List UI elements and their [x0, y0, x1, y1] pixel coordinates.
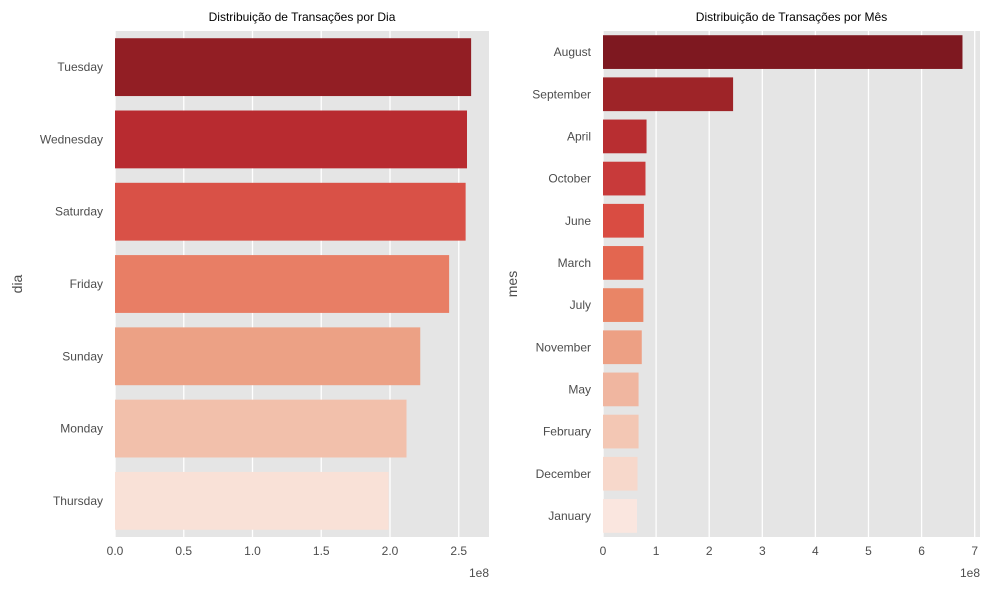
- bar-march: [603, 246, 644, 280]
- x-tick-label: 3: [759, 544, 766, 558]
- x-tick-label: 2.5: [450, 544, 467, 558]
- y-tick-label: Tuesday: [57, 60, 103, 74]
- bar-thursday: [115, 471, 389, 530]
- plot-area: [603, 31, 980, 537]
- y-tick-label: Saturday: [55, 205, 103, 219]
- bar-friday: [115, 255, 450, 313]
- chart-transactions-by-month: 0 1 2 3 4 5 6 7 August September April October June…: [504, 10, 980, 580]
- y-tick-label: March: [558, 256, 591, 270]
- bar-october: [603, 161, 646, 196]
- x-tick-label: 0: [600, 544, 607, 558]
- x-tick-label: 4: [812, 544, 819, 558]
- x-tick-label: 2.0: [382, 544, 399, 558]
- bar-december: [603, 456, 638, 491]
- bar-april: [603, 119, 647, 154]
- y-tick-label: Monday: [60, 422, 103, 436]
- x-tick-label: 5: [865, 544, 872, 558]
- y-tick-label: Friday: [70, 277, 103, 291]
- x-axis-offset-label: 1e8: [469, 566, 489, 580]
- bar-june: [603, 203, 644, 238]
- y-tick-label: October: [548, 172, 591, 186]
- chart-title: Distribuição de Transações por Mês: [696, 10, 887, 24]
- y-tick-label: April: [567, 129, 591, 143]
- y-axis-label: dia: [9, 274, 25, 293]
- y-tick-label: September: [532, 87, 591, 101]
- bar-saturday: [115, 182, 466, 241]
- y-tick-label: December: [536, 467, 591, 481]
- bar-november: [603, 330, 642, 365]
- x-tick-label: 1.5: [313, 544, 330, 558]
- bar-august: [603, 35, 963, 69]
- y-tick-label: Thursday: [53, 494, 103, 508]
- y-tick-label: August: [554, 45, 592, 59]
- y-tick-label: January: [548, 509, 591, 523]
- bar-tuesday: [115, 38, 472, 97]
- x-tick-label: 0.5: [175, 544, 192, 558]
- bar-sunday: [115, 327, 421, 386]
- bar-monday: [115, 399, 407, 458]
- y-tick-label: November: [536, 340, 591, 354]
- y-tick-label: June: [565, 214, 591, 228]
- x-tick-label: 1: [653, 544, 660, 558]
- y-axis-label: mes: [504, 271, 520, 297]
- x-tick-label: 7: [971, 544, 978, 558]
- x-tick-label: 2: [706, 544, 713, 558]
- bar-wednesday: [115, 110, 467, 169]
- chart-transactions-by-day: 0.0 0.5 1.0 1.5 2.0 2.5 Tuesday Wednesday Satur…: [9, 10, 489, 580]
- x-axis-offset-label: 1e8: [960, 566, 980, 580]
- x-tick-label: 6: [918, 544, 925, 558]
- bar-september: [603, 77, 734, 112]
- bar-july: [603, 288, 644, 322]
- bar-may: [603, 372, 639, 407]
- y-tick-label: Sunday: [62, 349, 103, 363]
- y-tick-label: Wednesday: [40, 132, 103, 146]
- x-tick-label: 1.0: [244, 544, 261, 558]
- bar-january: [603, 499, 637, 533]
- chart-title: Distribuição de Transações por Dia: [209, 10, 396, 24]
- y-tick-label: May: [568, 382, 591, 396]
- x-tick-label: 0.0: [107, 544, 124, 558]
- bar-february: [603, 414, 639, 449]
- y-tick-label: February: [543, 425, 591, 439]
- y-tick-label: July: [570, 298, 591, 312]
